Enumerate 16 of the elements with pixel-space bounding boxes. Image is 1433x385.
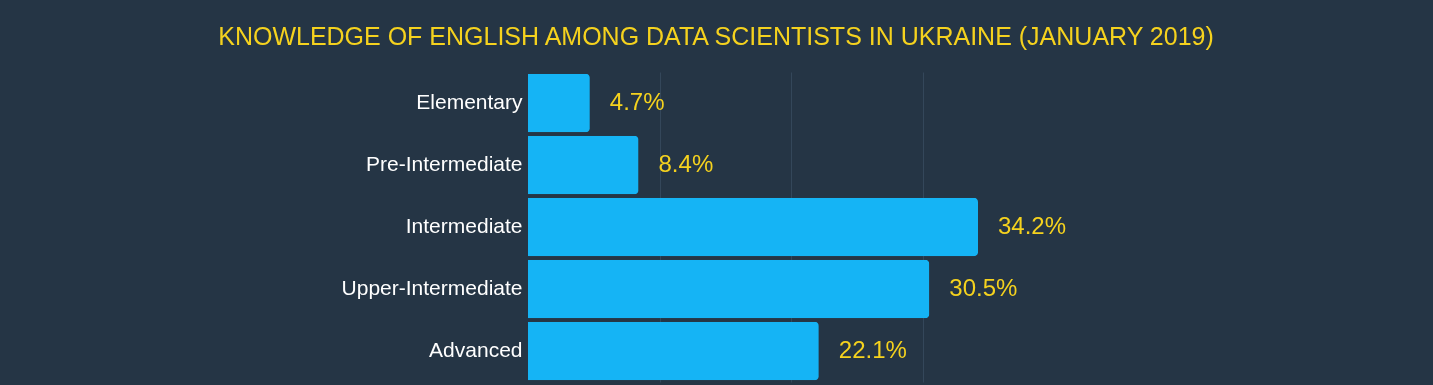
data-label: 4.7% — [609, 88, 665, 115]
y-tick-label: Intermediate — [405, 214, 523, 237]
chart-title: KNOWLEDGE OF ENGLISH AMONG DATA SCIENTISTS IN UKRAINE (JANUARY 2019) — [218, 22, 1214, 50]
data-label: 22.1% — [838, 336, 907, 363]
bar — [528, 135, 639, 195]
data-label: 34.2% — [998, 212, 1067, 239]
y-tick-label: Pre-Intermediate — [366, 152, 523, 175]
data-label: 8.4% — [658, 150, 714, 177]
y-tick-label: Elementary — [416, 90, 523, 113]
bar — [528, 73, 590, 133]
bar — [528, 197, 978, 257]
y-tick-label: Advanced — [429, 338, 523, 361]
data-label: 30.5% — [949, 274, 1018, 301]
bar — [528, 321, 819, 381]
y-tick-label: Upper-Intermediate — [341, 276, 523, 299]
bar — [528, 259, 930, 319]
